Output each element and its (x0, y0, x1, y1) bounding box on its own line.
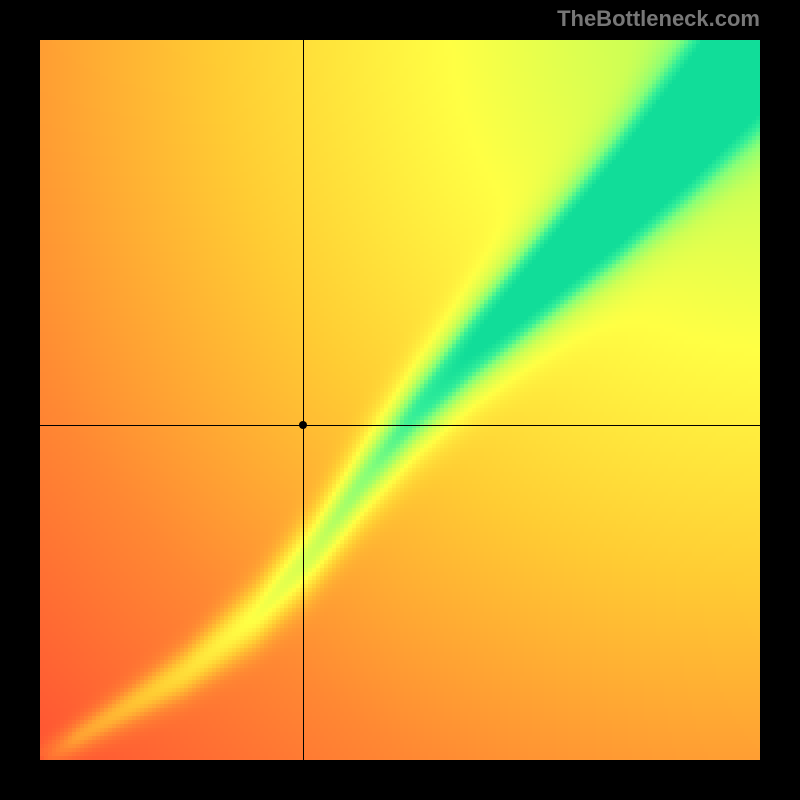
crosshair-vertical-line (303, 40, 304, 760)
watermark-text: TheBottleneck.com (557, 6, 760, 32)
heatmap-canvas (40, 40, 760, 760)
heatmap-plot (40, 40, 760, 760)
crosshair-marker-dot (299, 421, 307, 429)
crosshair-horizontal-line (40, 425, 760, 426)
